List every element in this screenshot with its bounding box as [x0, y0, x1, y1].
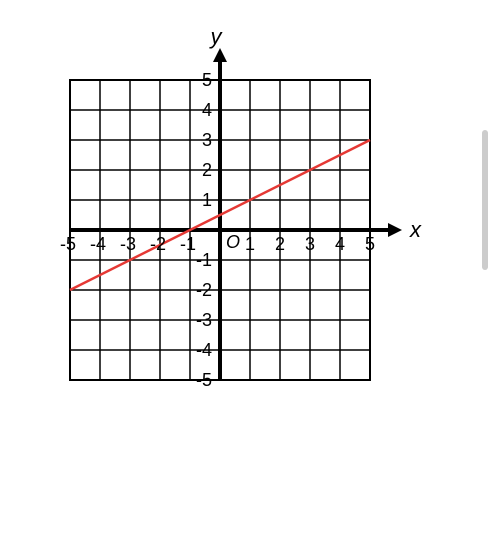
coordinate-plane-chart: -5-4-3-2-112345-5-4-3-2-112345Oxy — [30, 30, 430, 450]
svg-text:-1: -1 — [180, 234, 196, 254]
svg-text:5: 5 — [202, 70, 212, 90]
svg-text:3: 3 — [305, 234, 315, 254]
scrollbar-indicator — [482, 130, 488, 270]
svg-text:-5: -5 — [60, 234, 76, 254]
svg-text:1: 1 — [245, 234, 255, 254]
svg-text:-2: -2 — [150, 234, 166, 254]
svg-text:O: O — [226, 232, 240, 252]
svg-text:4: 4 — [202, 100, 212, 120]
svg-text:-4: -4 — [90, 234, 106, 254]
chart-svg: -5-4-3-2-112345-5-4-3-2-112345Oxy — [30, 30, 430, 450]
svg-text:2: 2 — [275, 234, 285, 254]
svg-text:-5: -5 — [196, 370, 212, 390]
svg-text:-2: -2 — [196, 280, 212, 300]
svg-text:5: 5 — [365, 234, 375, 254]
svg-text:1: 1 — [202, 190, 212, 210]
svg-text:-3: -3 — [196, 310, 212, 330]
svg-text:x: x — [409, 217, 422, 242]
svg-text:3: 3 — [202, 130, 212, 150]
svg-text:-3: -3 — [120, 234, 136, 254]
svg-text:y: y — [209, 30, 224, 49]
svg-text:-4: -4 — [196, 340, 212, 360]
svg-text:2: 2 — [202, 160, 212, 180]
svg-text:-1: -1 — [196, 250, 212, 270]
svg-text:4: 4 — [335, 234, 345, 254]
